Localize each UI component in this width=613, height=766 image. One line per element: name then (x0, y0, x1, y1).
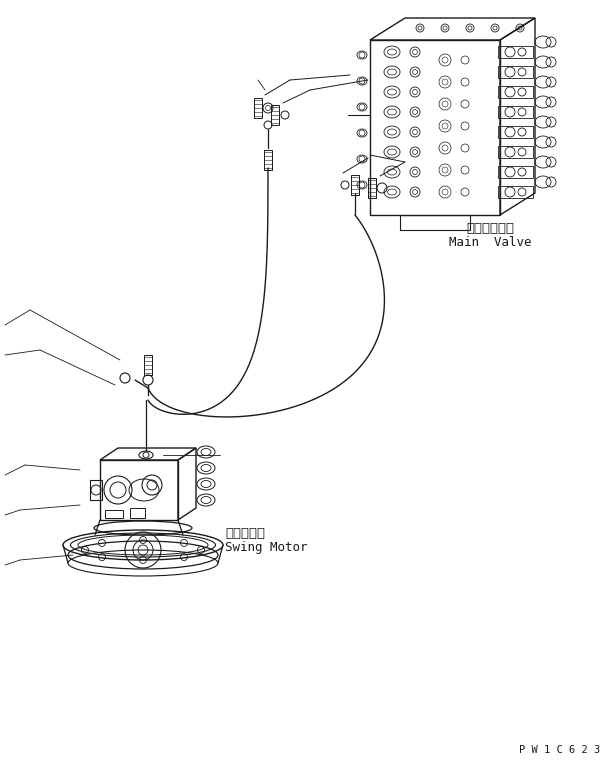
Bar (370, 40, 500, 215)
Bar (498, 126, 533, 138)
Text: Swing Motor: Swing Motor (225, 541, 308, 554)
Bar (144, 355, 152, 375)
Bar (351, 175, 359, 195)
Bar (90, 480, 102, 500)
Bar (498, 86, 533, 98)
Bar (271, 105, 279, 125)
Text: メインバルブ: メインバルブ (466, 222, 514, 235)
Bar (498, 106, 533, 118)
Bar (105, 510, 123, 518)
Bar (368, 178, 376, 198)
Bar (400, 215, 470, 230)
Bar (100, 460, 178, 520)
Bar (498, 146, 533, 158)
Bar (498, 166, 533, 178)
Bar (498, 66, 533, 78)
Circle shape (143, 452, 149, 458)
Bar (254, 98, 262, 118)
Text: Main  Valve: Main Valve (449, 236, 531, 249)
Bar (498, 186, 533, 198)
Bar (130, 508, 145, 518)
Text: P W 1 C 6 2 3: P W 1 C 6 2 3 (519, 745, 600, 755)
Text: 旋回モータ: 旋回モータ (225, 527, 265, 540)
Bar (264, 150, 272, 170)
Bar (498, 46, 533, 58)
